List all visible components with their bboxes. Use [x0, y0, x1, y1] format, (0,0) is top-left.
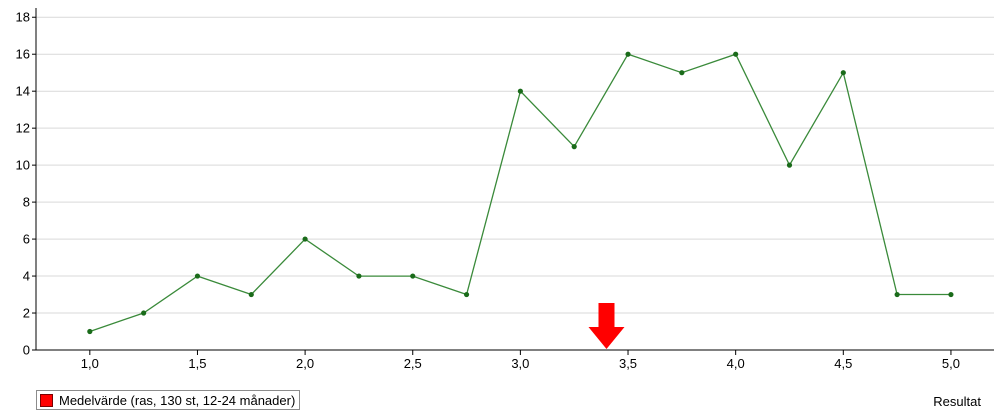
data-point — [410, 273, 416, 279]
data-point — [948, 291, 954, 298]
data-point — [194, 273, 201, 279]
x-tick-label: 4,0 — [727, 356, 745, 371]
data-point — [141, 310, 147, 316]
x-tick-label: 1,5 — [188, 356, 206, 371]
x-tick-label: 2,5 — [404, 356, 422, 371]
y-tick-label: 14 — [16, 84, 30, 99]
y-tick-label: 2 — [23, 306, 30, 321]
y-tick-label: 0 — [23, 343, 30, 358]
y-tick-label: 12 — [16, 121, 30, 136]
data-point — [248, 291, 254, 298]
data-point — [840, 70, 846, 76]
x-tick-label: 2,0 — [296, 356, 314, 371]
data-point — [679, 70, 685, 76]
y-tick-label: 18 — [16, 10, 30, 25]
legend-label: Medelvärde (ras, 130 st, 12-24 månader) — [59, 392, 296, 408]
x-tick-label: 1,0 — [81, 356, 99, 371]
data-point — [786, 162, 793, 168]
data-point — [571, 144, 577, 150]
y-tick-label: 8 — [23, 195, 30, 210]
y-tick-label: 4 — [23, 269, 30, 284]
data-point — [302, 236, 308, 242]
x-axis-label: Resultat — [933, 394, 981, 409]
x-tick-label: 3,0 — [511, 356, 529, 371]
y-tick-label: 6 — [23, 232, 30, 247]
legend-swatch — [40, 393, 53, 407]
data-point — [356, 273, 362, 279]
data-point — [894, 291, 900, 298]
data-point — [463, 291, 470, 298]
grid-lines — [36, 16, 994, 314]
series-line — [89, 53, 951, 333]
x-tick-label: 5,0 — [942, 356, 960, 371]
data-point — [625, 51, 631, 57]
legend: Medelvärde (ras, 130 st, 12-24 månader) — [36, 390, 301, 410]
data-point — [87, 328, 93, 335]
data-point — [733, 51, 739, 57]
y-tick-label: 16 — [16, 47, 30, 62]
tick-labels: 0 2 4 6 8 10 12 14 16 18 1,0 1,5 2,0 2,5 3,0 3,5 4,0 4,5 5… — [16, 10, 960, 371]
mean-arrow-marker — [588, 303, 625, 349]
data-point — [517, 88, 523, 94]
y-tick-label: 10 — [16, 158, 30, 173]
x-tick-label: 4,5 — [834, 356, 852, 371]
data-points — [87, 51, 954, 335]
x-tick-label: 3,5 — [619, 356, 637, 371]
